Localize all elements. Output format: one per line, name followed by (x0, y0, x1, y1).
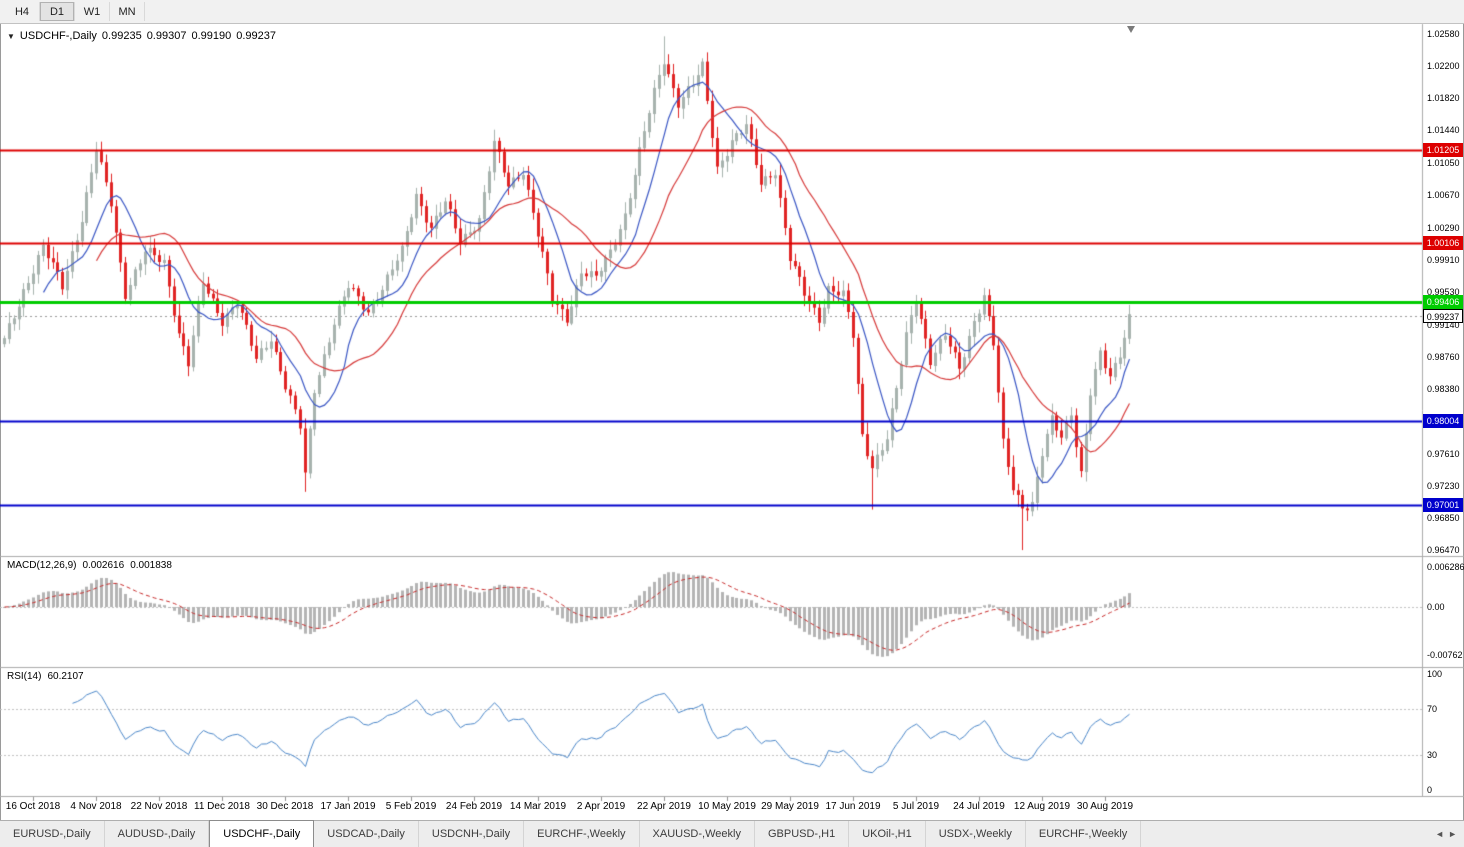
price-tick-label: 1.01820 (1427, 93, 1460, 104)
timeframe-buttons: H4 D1 W1 MN (5, 2, 145, 21)
date-axis-label: 30 Dec 2018 (256, 801, 314, 812)
chart-tab-audusd[interactable]: AUDUSD-,Daily (105, 821, 210, 847)
date-axis-label: 17 Jan 2019 (320, 801, 376, 812)
price-tick-label: 0.97610 (1427, 448, 1460, 459)
macd-name: MACD(12,26,9) (7, 560, 77, 571)
price-tick-label: 0.98760 (1427, 351, 1460, 362)
date-axis-label: 16 Oct 2018 (5, 801, 61, 812)
date-axis-label: 24 Feb 2019 (445, 801, 503, 812)
ohlc-high: 0.99307 (146, 30, 187, 42)
chart-tab-usdx[interactable]: USDX-,Weekly (926, 821, 1026, 847)
chart-tab-eurchf[interactable]: EURCHF-,Weekly (1026, 821, 1142, 847)
date-axis-label: 5 Feb 2019 (385, 801, 437, 812)
macd-signal-value: 0.001838 (130, 560, 172, 571)
tabs-scroll-right-icon[interactable]: ► (1448, 829, 1457, 839)
chart-tabs: EURUSD-,Daily AUDUSD-,Daily USDCHF-,Daily U… (0, 820, 1142, 847)
rsi-axis-label: 30 (1427, 750, 1438, 761)
date-axis-label: 2 Apr 2019 (576, 801, 626, 812)
chart-tab-gbpusd[interactable]: GBPUSD-,H1 (755, 821, 850, 847)
ohlc-open: 0.99235 (101, 30, 142, 42)
date-axis-label: 12 Aug 2019 (1013, 801, 1071, 812)
chart-tab-eurchf[interactable]: EURCHF-,Weekly (524, 821, 640, 847)
tab-scroll-controls: ◄ ► (1428, 821, 1464, 847)
date-axis-label: 14 Mar 2019 (509, 801, 567, 812)
date-axis-label: 5 Jul 2019 (892, 801, 940, 812)
rsi-axis-label: 0 (1427, 785, 1433, 795)
tabs-scroll-left-icon[interactable]: ◄ (1435, 829, 1445, 839)
price-tick-label: 1.00670 (1427, 190, 1460, 201)
chart-tab-eurusd[interactable]: EURUSD-,Daily (0, 821, 105, 847)
price-tick-label: 1.01440 (1427, 125, 1460, 136)
rsi-value: 60.2107 (47, 671, 84, 682)
date-axis-label: 4 Nov 2018 (70, 801, 122, 812)
symbol-dropdown-icon[interactable]: ▼ (7, 31, 15, 41)
level-price-badge: 0.99406 (1423, 295, 1463, 310)
date-axis-label: 11 Dec 2018 (194, 801, 250, 812)
chart-symbol-period: USDCHF-,Daily (19, 30, 97, 42)
rsi-axis-label: 70 (1427, 703, 1438, 714)
date-axis-label: 17 Jun 2019 (825, 801, 881, 812)
price-tick-label: 1.01050 (1427, 158, 1460, 169)
timeframe-button-h4[interactable]: H4 (5, 2, 40, 21)
timeframe-button-mn[interactable]: MN (110, 2, 145, 21)
date-axis-label: 30 Aug 2019 (1076, 801, 1134, 812)
price-tick-label: 0.99910 (1427, 254, 1460, 265)
macd-main-value: 0.002616 (82, 560, 125, 571)
chart-tabs-bar: EURUSD-,Daily AUDUSD-,Daily USDCHF-,Daily U… (0, 820, 1464, 847)
date-axis: 16 Oct 2018 4 Nov 2018 22 Nov 2018 11 Dec 2… (0, 797, 1422, 820)
price-tick-label: 0.96470 (1427, 545, 1460, 556)
ohlc-low: 0.99190 (191, 30, 232, 42)
timeframe-button-d1[interactable]: D1 (40, 2, 75, 21)
level-price-badge: 0.98004 (1423, 413, 1463, 428)
chart-tab-usdcad[interactable]: USDCAD-,Daily (314, 821, 419, 847)
macd-axis-label: 0.006286 (1427, 562, 1464, 573)
toolbar: H4 D1 W1 MN (0, 0, 1464, 24)
chart-tab-usdchf[interactable]: USDCHF-,Daily (209, 820, 315, 847)
price-tick-label: 1.02200 (1427, 61, 1460, 72)
price-tick-label: 0.98380 (1427, 383, 1460, 394)
date-axis-label: 22 Nov 2018 (130, 801, 188, 812)
macd-axis-label: -0.00762 (1427, 650, 1463, 661)
price-tick-label: 1.02580 (1427, 29, 1460, 40)
date-axis-label: 24 Jul 2019 (953, 801, 1005, 812)
chart-tab-usdcnh[interactable]: USDCNH-,Daily (419, 821, 525, 847)
chart-title: ▼ USDCHF-,Daily 0.99235 0.99307 0.99190 … (7, 30, 276, 42)
price-tick-label: 0.99140 (1427, 319, 1460, 330)
level-price-badge: 1.01205 (1423, 143, 1463, 158)
price-tick-label: 0.99530 (1427, 286, 1460, 297)
level-price-badge: 1.00106 (1423, 236, 1463, 251)
date-axis-label: 29 May 2019 (761, 801, 819, 812)
ohlc-close: 0.99237 (236, 30, 276, 42)
date-axis-label: 10 May 2019 (698, 801, 756, 812)
rsi-name: RSI(14) (7, 671, 42, 682)
price-tick-label: 0.97230 (1427, 480, 1460, 491)
macd-label: MACD(12,26,9) 0.002616 0.001838 (7, 560, 172, 571)
timeframe-button-w1[interactable]: W1 (75, 2, 110, 21)
current-price-badge: 0.99237 (1423, 309, 1463, 324)
date-axis-label: 22 Apr 2019 (637, 801, 691, 812)
price-tick-label: 0.96850 (1427, 513, 1460, 523)
macd-axis-label: 0.00 (1427, 602, 1445, 612)
chart-shift-marker[interactable] (1127, 26, 1135, 33)
price-tick-label: 1.00290 (1427, 222, 1460, 233)
chart-tab-ukoil[interactable]: UKOil-,H1 (849, 821, 926, 847)
level-price-badge: 0.97001 (1423, 498, 1463, 513)
rsi-label: RSI(14) 60.2107 (7, 671, 84, 682)
rsi-axis-label: 100 (1427, 669, 1443, 679)
chart-tab-xauusd[interactable]: XAUUSD-,Weekly (640, 821, 755, 847)
